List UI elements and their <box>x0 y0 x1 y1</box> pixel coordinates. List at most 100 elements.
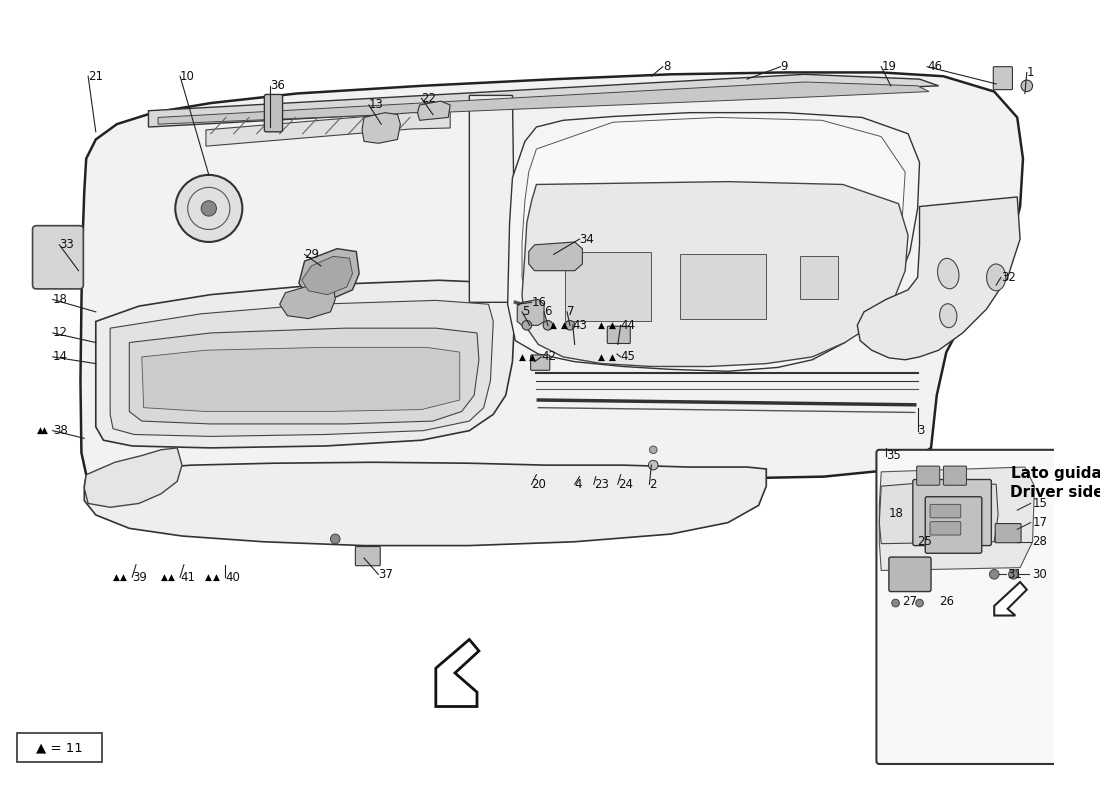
Text: 14: 14 <box>53 350 68 363</box>
Circle shape <box>649 446 657 454</box>
Text: ▲: ▲ <box>162 573 168 582</box>
Circle shape <box>522 321 531 330</box>
Polygon shape <box>517 299 544 326</box>
FancyBboxPatch shape <box>916 466 939 486</box>
Text: 25: 25 <box>917 535 933 548</box>
Text: 37: 37 <box>378 568 393 581</box>
Text: 3: 3 <box>917 424 925 437</box>
Text: 1: 1 <box>1026 66 1034 79</box>
Text: 8: 8 <box>663 60 670 73</box>
Polygon shape <box>362 113 400 143</box>
Circle shape <box>649 460 658 470</box>
Text: 29: 29 <box>305 248 320 261</box>
Ellipse shape <box>987 264 1005 291</box>
Text: 33: 33 <box>59 238 74 251</box>
Text: 2: 2 <box>649 478 657 490</box>
Polygon shape <box>508 113 920 371</box>
Text: ▲: ▲ <box>36 426 44 435</box>
Text: ▲: ▲ <box>561 321 568 330</box>
FancyBboxPatch shape <box>355 546 381 566</box>
FancyBboxPatch shape <box>607 326 630 343</box>
Polygon shape <box>522 118 905 352</box>
Text: 4: 4 <box>574 478 582 490</box>
Text: 16: 16 <box>531 296 547 309</box>
Circle shape <box>565 321 574 330</box>
Text: 40: 40 <box>226 570 240 584</box>
Text: ▲: ▲ <box>113 573 120 582</box>
Text: 31: 31 <box>1008 568 1023 581</box>
Polygon shape <box>418 101 450 120</box>
Text: 23: 23 <box>594 478 608 490</box>
Text: ▲: ▲ <box>608 352 616 362</box>
Polygon shape <box>522 182 908 366</box>
Polygon shape <box>857 197 1020 360</box>
Text: ▲: ▲ <box>206 573 212 582</box>
FancyBboxPatch shape <box>33 226 84 289</box>
Circle shape <box>201 201 217 216</box>
Polygon shape <box>529 242 582 270</box>
Polygon shape <box>436 639 478 706</box>
FancyBboxPatch shape <box>877 450 1100 764</box>
Text: 22: 22 <box>421 92 437 105</box>
FancyBboxPatch shape <box>18 734 101 762</box>
Text: ▲: ▲ <box>518 352 526 362</box>
Text: ▲ = 11: ▲ = 11 <box>36 741 82 754</box>
Text: ▲: ▲ <box>41 426 47 435</box>
Text: a passion for parts: a passion for parts <box>273 407 532 489</box>
Text: ▲: ▲ <box>550 321 557 330</box>
Polygon shape <box>80 73 1023 488</box>
Circle shape <box>990 570 999 579</box>
Text: parts-catalogue.1336: parts-catalogue.1336 <box>503 326 743 378</box>
Polygon shape <box>879 467 1034 570</box>
Text: 18: 18 <box>53 293 67 306</box>
Polygon shape <box>565 251 651 322</box>
Text: 13: 13 <box>368 98 384 111</box>
Circle shape <box>330 534 340 544</box>
Ellipse shape <box>937 258 959 289</box>
FancyBboxPatch shape <box>530 355 550 370</box>
Text: euro: euro <box>218 335 510 446</box>
Polygon shape <box>148 74 938 127</box>
Text: 19: 19 <box>881 60 896 73</box>
Circle shape <box>1009 570 1019 579</box>
Text: 30: 30 <box>1033 568 1047 581</box>
Text: 28: 28 <box>1033 535 1047 548</box>
Circle shape <box>892 599 900 607</box>
Text: 12: 12 <box>53 326 68 339</box>
Text: 41: 41 <box>180 570 195 584</box>
Text: 39: 39 <box>132 570 147 584</box>
Polygon shape <box>96 280 515 448</box>
Text: ▲: ▲ <box>598 352 605 362</box>
Polygon shape <box>279 283 335 318</box>
FancyBboxPatch shape <box>889 557 931 591</box>
Text: 18: 18 <box>889 506 904 519</box>
FancyBboxPatch shape <box>913 479 991 546</box>
FancyBboxPatch shape <box>993 66 1012 90</box>
FancyBboxPatch shape <box>996 523 1021 542</box>
Text: 42: 42 <box>541 350 557 363</box>
Polygon shape <box>110 300 493 436</box>
Text: 9: 9 <box>781 60 788 73</box>
Circle shape <box>543 321 552 330</box>
Polygon shape <box>470 95 515 302</box>
Text: 34: 34 <box>580 233 594 246</box>
FancyBboxPatch shape <box>925 497 982 554</box>
Polygon shape <box>158 82 929 124</box>
Text: 24: 24 <box>618 478 632 490</box>
Text: 36: 36 <box>271 79 285 92</box>
Text: 46: 46 <box>927 60 943 73</box>
Text: 44: 44 <box>620 318 636 332</box>
Polygon shape <box>130 328 478 424</box>
FancyBboxPatch shape <box>931 522 960 535</box>
Text: 38: 38 <box>53 424 67 437</box>
Circle shape <box>175 175 242 242</box>
Circle shape <box>1021 80 1033 91</box>
Text: 10: 10 <box>180 70 195 82</box>
Polygon shape <box>142 347 460 411</box>
Polygon shape <box>879 482 998 544</box>
Text: 15: 15 <box>1033 497 1047 510</box>
Text: 17: 17 <box>1033 516 1047 529</box>
Text: 26: 26 <box>938 594 954 608</box>
Ellipse shape <box>939 304 957 328</box>
Polygon shape <box>800 256 838 299</box>
